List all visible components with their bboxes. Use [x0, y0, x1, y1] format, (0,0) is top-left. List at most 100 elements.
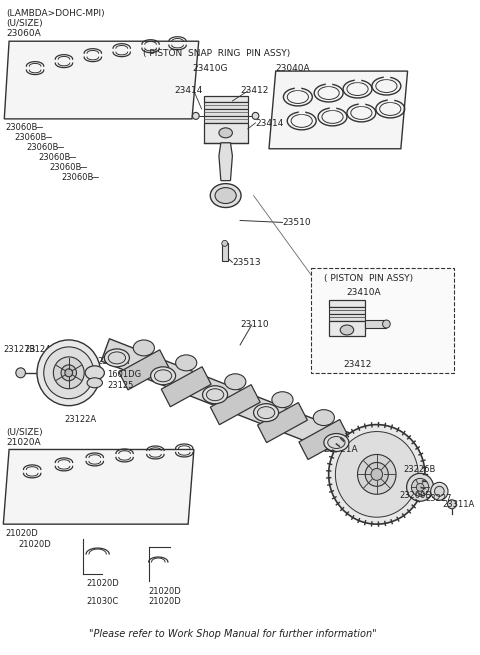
Circle shape [53, 357, 84, 388]
Text: 21030C: 21030C [86, 597, 119, 606]
Circle shape [329, 424, 425, 524]
Circle shape [16, 368, 25, 378]
Text: 23122A: 23122A [64, 415, 96, 424]
Bar [204, 123, 248, 143]
Polygon shape [269, 71, 408, 149]
Text: 21020D: 21020D [19, 540, 51, 549]
Text: 21020A: 21020A [6, 438, 41, 447]
Ellipse shape [133, 340, 155, 356]
Ellipse shape [225, 374, 246, 390]
Text: 23110: 23110 [240, 320, 269, 329]
Text: 23410G: 23410G [192, 64, 228, 73]
Polygon shape [4, 41, 199, 119]
Text: 23125: 23125 [107, 381, 133, 390]
Text: 23412: 23412 [343, 360, 372, 369]
Bar [204, 109, 248, 116]
Ellipse shape [383, 320, 390, 328]
Text: 21020D: 21020D [5, 529, 38, 538]
Text: (U/SIZE): (U/SIZE) [6, 19, 43, 28]
Ellipse shape [108, 352, 126, 364]
Polygon shape [210, 384, 260, 424]
Polygon shape [161, 367, 211, 407]
Ellipse shape [87, 378, 102, 388]
Ellipse shape [219, 128, 232, 138]
Polygon shape [3, 449, 194, 524]
Text: 1601DG: 1601DG [107, 370, 142, 379]
Circle shape [411, 478, 429, 496]
Ellipse shape [104, 349, 130, 367]
Circle shape [44, 347, 94, 399]
Text: 23060B: 23060B [38, 153, 71, 162]
Bar [204, 96, 248, 102]
Text: 23414: 23414 [255, 119, 284, 128]
Ellipse shape [257, 407, 275, 419]
Text: 23040A: 23040A [276, 64, 311, 73]
Polygon shape [119, 350, 169, 390]
Ellipse shape [324, 434, 349, 451]
Circle shape [37, 340, 100, 405]
Circle shape [358, 455, 396, 495]
Text: 23414: 23414 [175, 86, 203, 95]
Ellipse shape [313, 409, 335, 426]
Text: 23060B: 23060B [5, 123, 37, 132]
Bar [312, 269, 454, 373]
Polygon shape [101, 339, 376, 466]
Bar [204, 102, 248, 109]
Circle shape [371, 468, 383, 480]
Text: 23060B: 23060B [49, 162, 82, 172]
Bar [329, 314, 365, 321]
Circle shape [65, 369, 72, 377]
Text: "Please refer to Work Shop Manual for further information": "Please refer to Work Shop Manual for fu… [89, 629, 376, 639]
Circle shape [365, 462, 388, 486]
Ellipse shape [210, 183, 241, 208]
Circle shape [252, 113, 259, 119]
Polygon shape [299, 419, 349, 460]
Ellipse shape [155, 370, 172, 382]
Ellipse shape [215, 187, 236, 204]
Text: 23513: 23513 [232, 258, 261, 267]
Ellipse shape [203, 386, 228, 403]
Text: (U/SIZE): (U/SIZE) [6, 428, 43, 437]
Polygon shape [258, 403, 307, 443]
Text: 23060A: 23060A [6, 29, 41, 38]
Bar [329, 307, 365, 314]
Ellipse shape [206, 388, 224, 401]
Circle shape [336, 432, 418, 517]
Text: 23410A: 23410A [346, 288, 381, 297]
Ellipse shape [151, 367, 176, 384]
Text: 23226B: 23226B [404, 466, 436, 474]
Polygon shape [219, 143, 232, 181]
Text: 23510: 23510 [282, 219, 311, 227]
Bar [329, 321, 365, 336]
Circle shape [431, 482, 448, 500]
Ellipse shape [272, 392, 293, 407]
Bar [329, 300, 365, 307]
Text: 21020D: 21020D [149, 597, 181, 606]
Ellipse shape [176, 355, 197, 371]
Ellipse shape [328, 436, 345, 449]
Text: 23121A: 23121A [97, 357, 130, 366]
Text: ( PISTON  SNAP  RING  PIN ASSY): ( PISTON SNAP RING PIN ASSY) [143, 49, 290, 58]
Bar [365, 320, 386, 328]
Text: 23200D: 23200D [399, 491, 432, 500]
Ellipse shape [85, 366, 104, 380]
Circle shape [434, 486, 444, 496]
Ellipse shape [340, 325, 354, 335]
Circle shape [416, 483, 424, 491]
Text: 23124B: 23124B [24, 345, 57, 354]
Text: 21020D: 21020D [149, 587, 181, 596]
Text: 21020D: 21020D [86, 579, 119, 588]
Text: ( PISTON  PIN ASSY): ( PISTON PIN ASSY) [324, 274, 413, 283]
Text: 23060B: 23060B [26, 143, 59, 152]
Text: 23060B: 23060B [15, 133, 47, 142]
Text: 23227: 23227 [425, 495, 451, 503]
Text: (LAMBDA>DOHC-MPI): (LAMBDA>DOHC-MPI) [6, 9, 105, 18]
Ellipse shape [222, 240, 228, 246]
Text: 23311A: 23311A [442, 500, 475, 510]
Bar [222, 244, 228, 261]
Text: 21121A: 21121A [324, 445, 359, 453]
Circle shape [447, 500, 456, 509]
Ellipse shape [253, 403, 278, 422]
Text: 23412: 23412 [240, 86, 268, 95]
Text: 23060B: 23060B [61, 173, 94, 181]
